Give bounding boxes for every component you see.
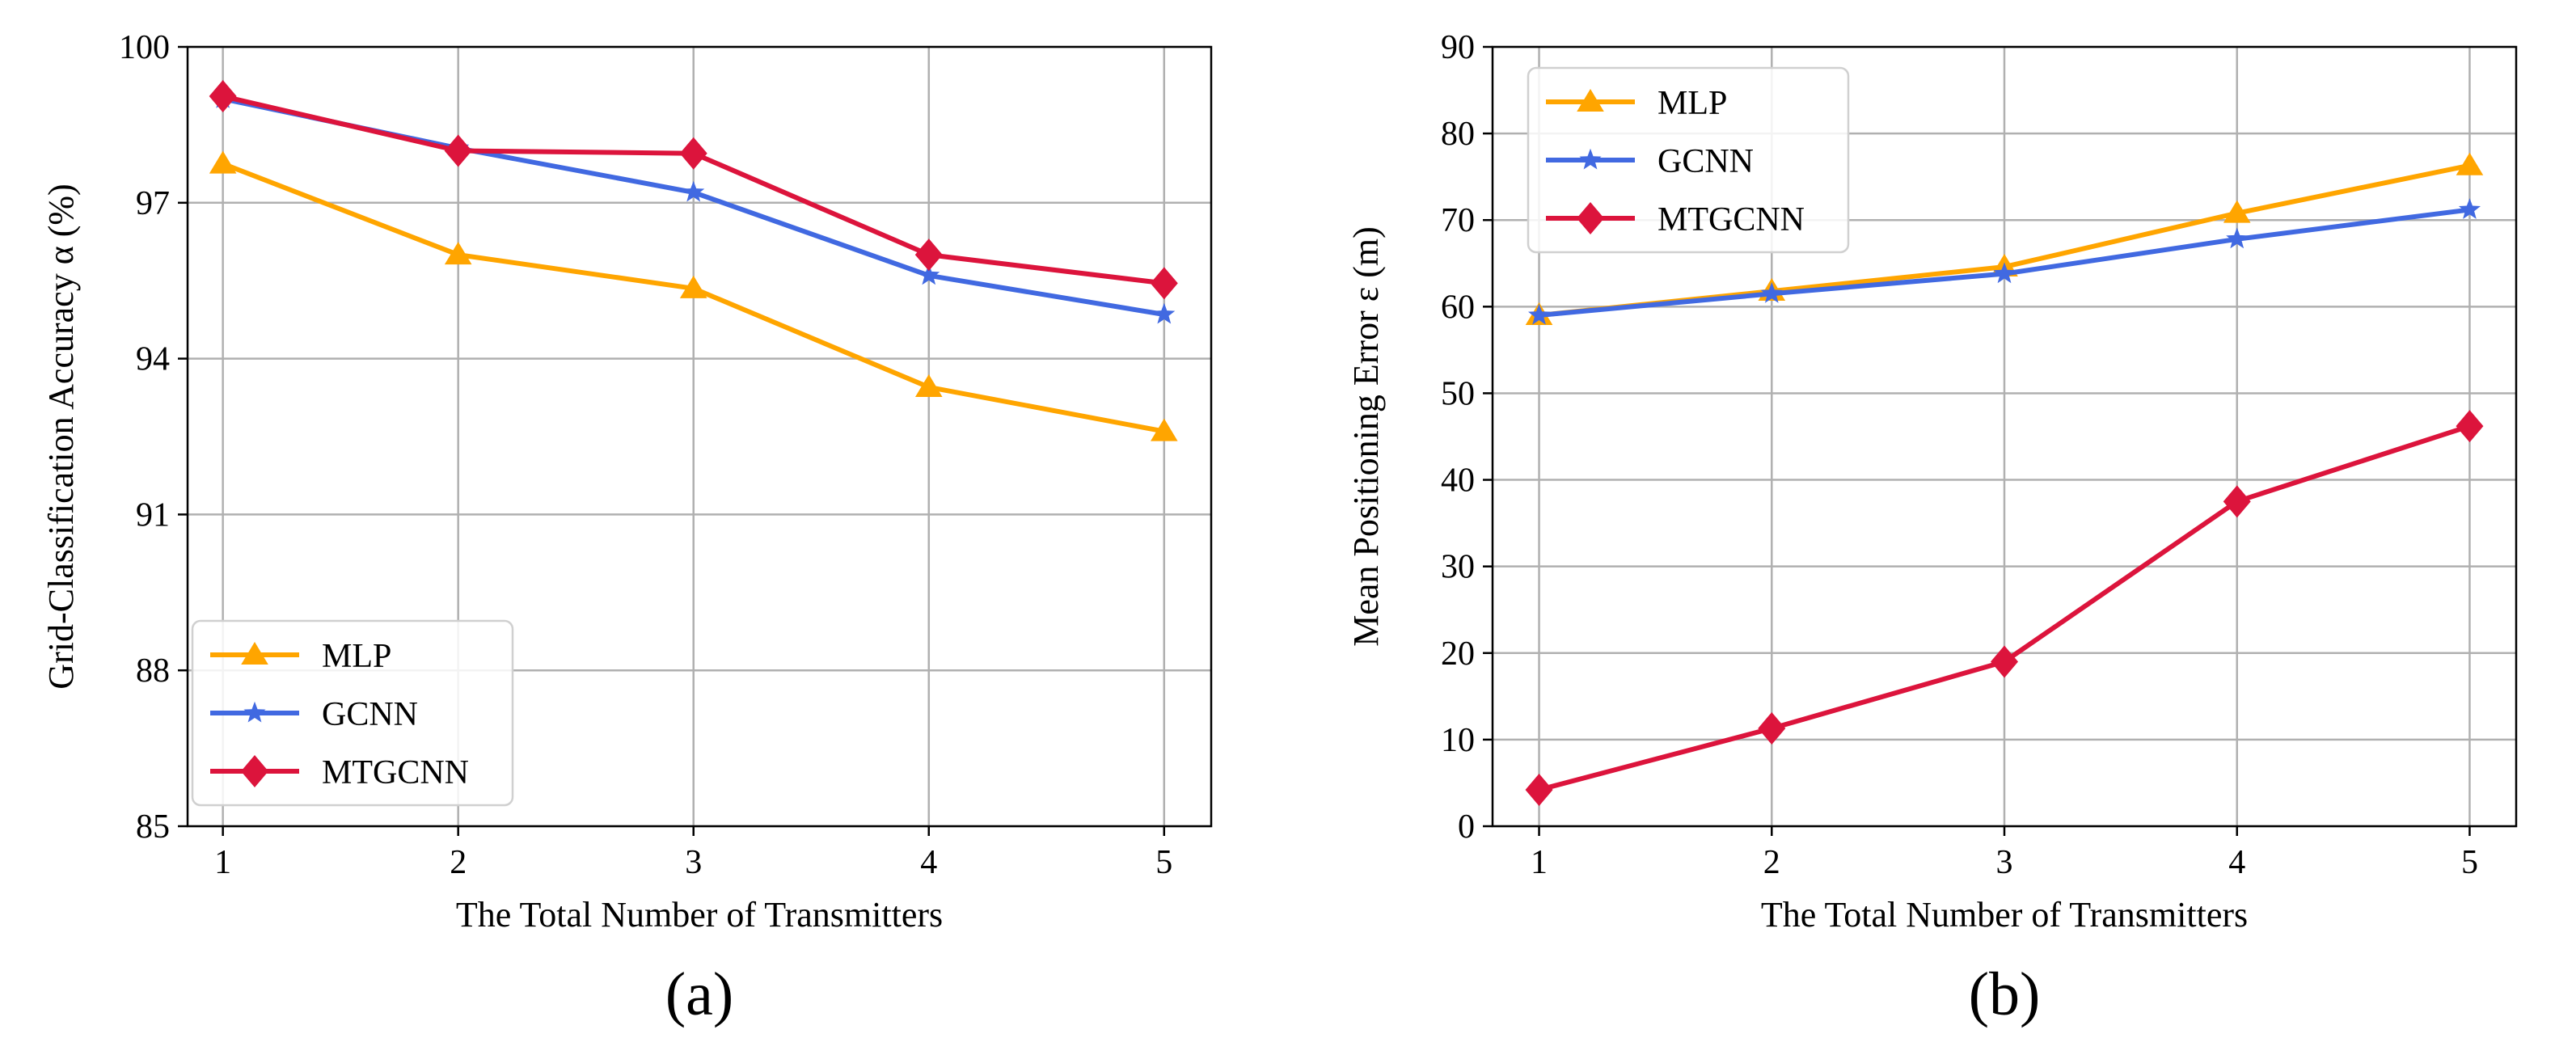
data-point-gcnn	[2226, 227, 2249, 249]
y-tick-label: 60	[1441, 289, 1475, 326]
data-point-mtgcnn	[209, 80, 237, 113]
panel-label: (a)	[665, 960, 733, 1028]
data-point-gcnn	[1153, 302, 1176, 324]
y-tick-label: 100	[119, 29, 170, 66]
y-tick-label: 94	[136, 341, 170, 378]
y-tick-label: 30	[1441, 549, 1475, 586]
y-tick-label: 70	[1441, 202, 1475, 239]
x-tick-label: 2	[450, 844, 467, 881]
y-tick-label: 91	[136, 496, 170, 534]
y-tick-label: 20	[1441, 635, 1475, 673]
y-tick-label: 97	[136, 185, 170, 222]
legend: MLP GCNN MTGCNN	[191, 619, 514, 807]
x-tick-label: 1	[214, 844, 231, 881]
x-tick-label: 3	[1996, 844, 2013, 881]
data-point-gcnn	[918, 264, 940, 285]
legend-label: MTGCNN	[322, 754, 469, 791]
y-tick-label: 40	[1441, 462, 1475, 500]
legend-label: MTGCNN	[1658, 201, 1805, 238]
y-tick-label: 88	[136, 652, 170, 690]
y-tick-label: 90	[1441, 29, 1475, 66]
data-point-mlp	[1150, 418, 1178, 441]
plot-frame	[186, 45, 1213, 828]
legend-label: GCNN	[1658, 143, 1754, 180]
data-point-mtgcnn	[1150, 267, 1178, 300]
legend-label: MLP	[322, 638, 391, 675]
data-point-mtgcnn	[1758, 711, 1786, 745]
data-point-mtgcnn	[2456, 410, 2484, 443]
x-tick-label: 4	[920, 844, 937, 881]
data-point-gcnn	[682, 180, 705, 202]
y-tick-label: 0	[1458, 808, 1475, 846]
legend: MLP GCNN MTGCNN	[1527, 66, 1850, 254]
data-point-mlp	[2223, 200, 2251, 223]
legend-marker-mtgcnn	[241, 755, 268, 787]
x-tick-label: 5	[2461, 844, 2478, 881]
legend-marker-mlp	[241, 642, 268, 665]
x-tick-label: 5	[1155, 844, 1172, 881]
legend-marker-mtgcnn	[1577, 202, 1604, 234]
data-point-gcnn	[1528, 303, 1551, 325]
y-tick-label: 85	[136, 808, 170, 846]
data-point-mlp	[914, 373, 943, 397]
y-tick-label: 10	[1441, 722, 1475, 759]
data-point-mlp	[679, 275, 707, 298]
x-tick-label: 2	[1763, 844, 1780, 881]
legend-marker-gcnn	[1579, 148, 1602, 170]
data-point-gcnn	[2458, 198, 2481, 219]
data-point-mtgcnn	[1525, 774, 1553, 807]
y-tick-label: 80	[1441, 116, 1475, 153]
data-point-mlp	[2456, 152, 2484, 175]
data-point-mlp	[444, 242, 472, 265]
data-point-mtgcnn	[914, 238, 943, 272]
data-point-mlp	[209, 150, 237, 174]
x-tick-label: 1	[1531, 844, 1548, 881]
y-tick-label: 50	[1441, 375, 1475, 412]
x-axis-label: The Total Number of Transmitters	[456, 895, 943, 935]
legend-box	[191, 619, 514, 807]
chart-panel-a: 1 2 3 4 5 85 88 91 94 97 100 The Total Number of Tr…	[41, 29, 1213, 1028]
data-point-mtgcnn	[444, 134, 472, 167]
data-point-gcnn	[1993, 262, 2016, 284]
x-tick-label: 4	[2228, 844, 2245, 881]
legend-marker-mlp	[1577, 89, 1604, 112]
legend-box	[1527, 66, 1850, 254]
panel-label: (b)	[1969, 960, 2041, 1028]
data-point-mtgcnn	[1991, 645, 2018, 678]
x-axis-label: The Total Number of Transmitters	[1761, 895, 2248, 935]
legend-label: GCNN	[322, 696, 418, 733]
y-axis-label: Mean Positioning Error ε (m)	[1346, 226, 1386, 647]
plot-frame	[1491, 45, 2518, 828]
x-tick-label: 3	[685, 844, 702, 881]
legend-label: MLP	[1658, 85, 1727, 122]
data-point-gcnn	[1760, 282, 1783, 303]
legend-marker-gcnn	[243, 701, 266, 723]
data-point-mtgcnn	[679, 137, 707, 170]
y-axis-label: Grid-Classification Accuracy α (%)	[41, 184, 81, 689]
data-point-mtgcnn	[2223, 485, 2251, 518]
